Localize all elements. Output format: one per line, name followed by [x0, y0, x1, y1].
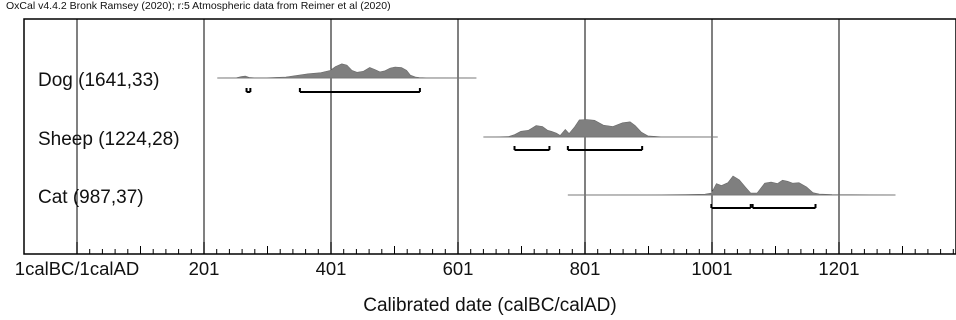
hpd-range-bracket	[566, 146, 644, 151]
density-curve	[217, 63, 477, 79]
density-layer	[217, 63, 896, 196]
x-tick-label: 801	[570, 258, 601, 279]
density-curve	[483, 119, 718, 138]
x-tick-label: 401	[316, 258, 347, 279]
oxcal-caption: OxCal v4.4.2 Bronk Ramsey (2020); r:5 At…	[6, 0, 391, 12]
x-axis-title: Calibrated date (calBC/calAD)	[363, 295, 616, 316]
hpd-range-bracket	[751, 204, 817, 209]
x-tick-label: 201	[189, 258, 220, 279]
gridlines	[76, 19, 840, 254]
hpd-range-bracket	[245, 88, 252, 93]
x-tick-label: 1201	[818, 258, 859, 279]
x-tick-label: 601	[443, 258, 474, 279]
hpd-range-bracket	[513, 146, 551, 151]
x-tick-label: 1calBC/1calAD	[15, 258, 139, 279]
hpd-range-bracket	[298, 88, 421, 93]
series-label: Dog (1641,33)	[38, 70, 159, 91]
hpd-range-bracket	[710, 204, 752, 209]
series-label-layer: Dog (1641,33) Sheep (1224,28) Cat (987,37)	[38, 70, 180, 208]
series-label: Sheep (1224,28)	[38, 129, 180, 150]
hpd-range-layer	[245, 88, 817, 209]
x-tick-label: 1001	[691, 258, 732, 279]
x-axis: 1calBC/1calAD 201 401 601 801 1001 1201	[15, 242, 954, 279]
density-curve	[567, 175, 896, 196]
series-label: Cat (987,37)	[38, 187, 144, 208]
plot-frame	[23, 18, 956, 255]
